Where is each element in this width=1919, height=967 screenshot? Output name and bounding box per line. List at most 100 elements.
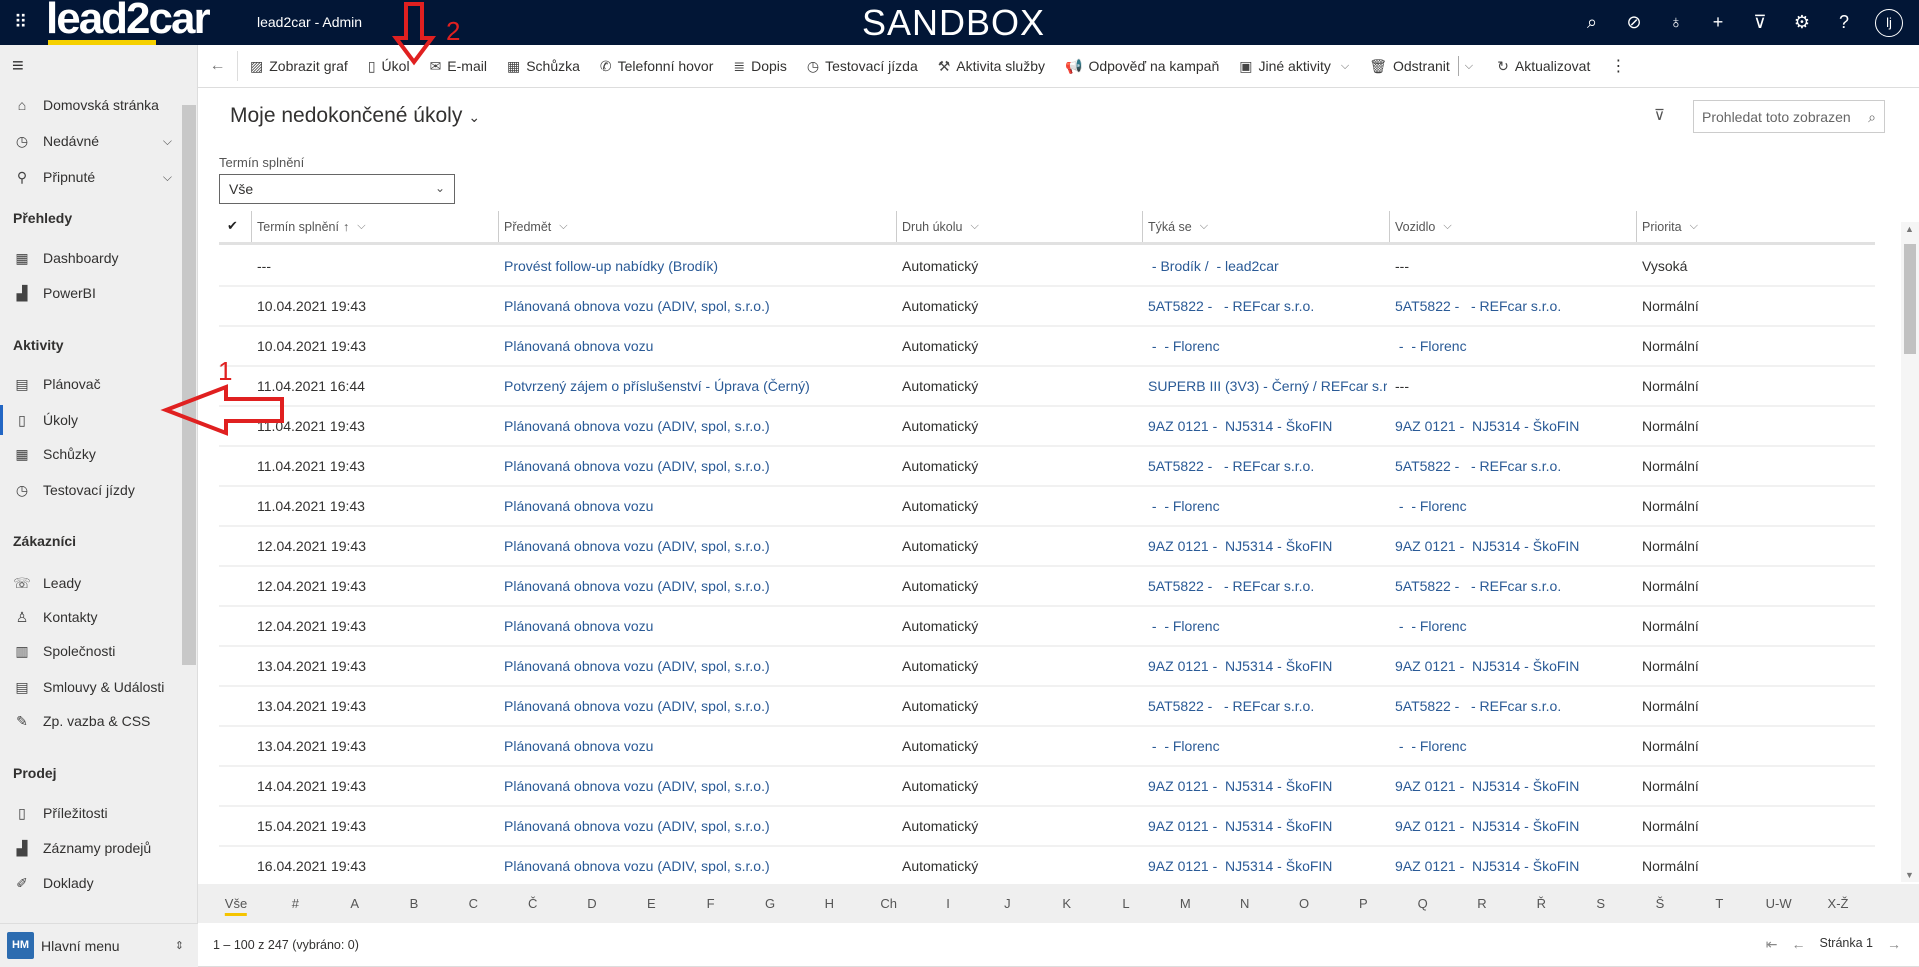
table-row[interactable]: 13.04.2021 19:43 Plánovaná obnova vozu Aut… [219,727,1875,767]
cell-tyka-se[interactable]: 5AT5822 - - REFcar s.r.o. [1148,298,1315,314]
cell-vozidlo[interactable]: 9AZ 0121 - NJ5314 - ŠkoFIN [1395,818,1580,834]
alphabet-filter-r[interactable]: Ř [1536,896,1547,911]
cell-predmet[interactable]: Potvrzený zájem o příslušenství - Úprava… [504,378,810,394]
cell-vozidlo[interactable]: 5AT5822 - - REFcar s.r.o. [1395,578,1562,594]
cell-predmet[interactable]: Plánovaná obnova vozu [504,338,654,354]
cell-tyka-se[interactable]: - - Florenc [1148,738,1220,754]
alphabet-filter-x-z[interactable]: X-Ž [1827,896,1849,911]
table-row[interactable]: 10.04.2021 19:43 Plánovaná obnova vozu (A… [219,287,1875,327]
odstranit-button[interactable]: 🗑 Odstranit [1359,45,1460,88]
sidebar-item-spolecnosti[interactable]: ▥ Společnosti [0,636,180,666]
sidebar-item-smlouvy-udalosti[interactable]: ▤ Smlouvy & Události [0,672,180,702]
table-row[interactable]: 10.04.2021 19:43 Plánovaná obnova vozu Aut… [219,327,1875,367]
chevron-down-icon[interactable]: ⌵ [162,133,172,148]
sidebar-item-recent[interactable]: ◷ Nedávné ⌵ [0,126,180,156]
alphabet-filter-e[interactable]: E [646,896,656,911]
more-commands-icon[interactable]: ⋮ [1610,58,1627,75]
cell-predmet[interactable]: Plánovaná obnova vozu (ADIV, spol, s.r.o… [504,698,770,714]
filter-icon[interactable]: ⊽ [1654,107,1665,124]
cell-vozidlo[interactable]: 9AZ 0121 - NJ5314 - ŠkoFIN [1395,418,1580,434]
cell-predmet[interactable]: Plánovaná obnova vozu [504,738,654,754]
alphabet-filter-vse[interactable]: Vše [224,896,248,916]
aktivita-sluzby-button[interactable]: ⚒ Aktivita služby [928,45,1055,88]
due-date-filter-select[interactable]: Vše ⌄ [219,174,455,204]
alphabet-filter-d[interactable]: D [587,896,597,911]
alphabet-filter-r[interactable]: R [1477,896,1487,911]
cell-tyka-se[interactable]: 5AT5822 - - REFcar s.r.o. [1148,458,1315,474]
sidebar-item-zaznamy-prodeju[interactable]: ▟ Záznamy prodejů [0,833,180,863]
column-header-priorita[interactable]: Priorita ⌵ [1636,211,1698,242]
alphabet-filter-n[interactable]: N [1239,896,1250,911]
alphabet-filter-m[interactable]: M [1179,896,1191,911]
cell-predmet[interactable]: Plánovaná obnova vozu (ADIV, spol, s.r.o… [504,858,770,874]
dopis-button[interactable]: ≣ Dopis [723,45,797,88]
cell-predmet[interactable]: Plánovaná obnova vozu [504,618,654,634]
table-row[interactable]: 13.04.2021 19:43 Plánovaná obnova vozu (A… [219,647,1875,687]
alphabet-filter-b[interactable]: B [409,896,419,911]
cell-tyka-se[interactable]: 9AZ 0121 - NJ5314 - ŠkoFIN [1148,538,1333,554]
app-launcher-icon[interactable]: ⠿ [14,12,27,32]
search-icon[interactable]: ⌕ [1868,109,1876,125]
avatar[interactable]: lj [1875,8,1903,37]
column-header-tyka-se[interactable]: Týká se ⌵ [1142,211,1208,242]
cell-predmet[interactable]: Provést follow-up nabídky (Brodík) [504,258,718,274]
sidebar-item-home[interactable]: ⌂ Domovská stránka [0,90,180,120]
cell-tyka-se[interactable]: 9AZ 0121 - NJ5314 - ŠkoFIN [1148,658,1333,674]
cell-tyka-se[interactable]: - - Florenc [1148,338,1220,354]
cell-vozidlo[interactable]: - - Florenc [1395,738,1467,754]
cell-vozidlo[interactable]: 9AZ 0121 - NJ5314 - ŠkoFIN [1395,778,1580,794]
column-header-druh-ukolu[interactable]: Druh úkolu ⌵ [896,211,979,242]
plus-icon[interactable]: + [1712,12,1724,32]
view-selector[interactable]: Moje nedokončené úkoly ⌄ [230,104,480,128]
cell-predmet[interactable]: Plánovaná obnova vozu (ADIV, spol, s.r.o… [504,578,770,594]
previous-page-icon[interactable]: ← [1791,936,1806,952]
cell-predmet[interactable]: Plánovaná obnova vozu (ADIV, spol, s.r.o… [504,458,770,474]
table-row[interactable]: 11.04.2021 19:43 Plánovaná obnova vozu Aut… [219,487,1875,527]
cell-predmet[interactable]: Plánovaná obnova vozu (ADIV, spol, s.r.o… [504,818,770,834]
cell-vozidlo[interactable]: - - Florenc [1395,618,1467,634]
table-row[interactable]: 15.04.2021 19:43 Plánovaná obnova vozu (A… [219,807,1875,847]
table-row[interactable]: 16.04.2021 19:43 Plánovaná obnova vozu (A… [219,847,1875,887]
sidebar-item-zp-vazba-css[interactable]: ✎ Zp. vazba & CSS [0,706,180,736]
column-header-vozidlo[interactable]: Vozidlo ⌵ [1389,211,1452,242]
alphabet-filter-s[interactable]: S [1596,896,1605,911]
cell-tyka-se[interactable]: 9AZ 0121 - NJ5314 - ŠkoFIN [1148,418,1333,434]
alphabet-filter-s[interactable]: Š [1655,896,1665,911]
cell-tyka-se[interactable]: SUPERB III (3V3) - Černý / REFcar s.r.o.… [1148,378,1387,394]
lightbulb-icon[interactable]: ♁ [1669,12,1683,32]
sidebar-item-pinned[interactable]: ⚲ Připnuté ⌵ [0,162,180,192]
alphabet-filter-p[interactable]: P [1358,896,1368,911]
sidebar-item-prilezitosti[interactable]: ▯ Příležitosti [0,798,180,828]
first-page-icon[interactable]: ⇤ [1765,936,1778,952]
table-row[interactable]: 12.04.2021 19:43 Plánovaná obnova vozu (A… [219,527,1875,567]
cell-tyka-se[interactable]: - - Florenc [1148,618,1220,634]
cell-vozidlo[interactable]: 5AT5822 - - REFcar s.r.o. [1395,698,1562,714]
filter-icon[interactable]: ⊽ [1753,12,1767,32]
cell-vozidlo[interactable]: 9AZ 0121 - NJ5314 - ŠkoFIN [1395,658,1580,674]
cell-predmet[interactable]: Plánovaná obnova vozu (ADIV, spol, s.r.o… [504,778,770,794]
alphabet-filter-g[interactable]: G [764,896,776,911]
aktualizovat-button[interactable]: ↻ Aktualizovat [1487,45,1600,88]
alphabet-filter-k[interactable]: K [1062,896,1071,911]
alphabet-filter-c[interactable]: C [468,896,479,911]
sidebar-item-doklady[interactable]: ✐ Doklady [0,868,180,898]
cell-vozidlo[interactable]: 5AT5822 - - REFcar s.r.o. [1395,298,1562,314]
task-check-icon[interactable]: ⊘ [1626,12,1642,32]
sidebar-item-dashboardy[interactable]: ▦ Dashboardy [0,243,180,273]
cell-predmet[interactable]: Plánovaná obnova vozu (ADIV, spol, s.r.o… [504,298,770,314]
gear-icon[interactable]: ⚙ [1793,12,1811,32]
sidebar-item-kontakty[interactable]: ♙ Kontakty [0,602,180,632]
select-all-checkbox[interactable]: ✔ [227,218,238,233]
app-name[interactable]: lead2car - Admin [257,14,363,30]
table-row[interactable]: 11.04.2021 16:44 Potvrzený zájem o příslu… [219,367,1875,407]
alphabet-filter-c[interactable]: Č [527,896,538,911]
e-mail-button[interactable]: ✉ E-mail [420,45,497,88]
table-row[interactable]: 11.04.2021 19:43 Plánovaná obnova vozu (A… [219,407,1875,447]
schuzka-button[interactable]: ▦ Schůzka [497,45,590,88]
cell-vozidlo[interactable]: 5AT5822 - - REFcar s.r.o. [1395,458,1562,474]
alphabet-filter-q[interactable]: Q [1417,896,1428,911]
alphabet-filter-t[interactable]: T [1715,896,1724,911]
cell-tyka-se[interactable]: 5AT5822 - - REFcar s.r.o. [1148,698,1315,714]
cell-tyka-se[interactable]: 9AZ 0121 - NJ5314 - ŠkoFIN [1148,858,1333,874]
table-row[interactable]: 13.04.2021 19:43 Plánovaná obnova vozu (A… [219,687,1875,727]
